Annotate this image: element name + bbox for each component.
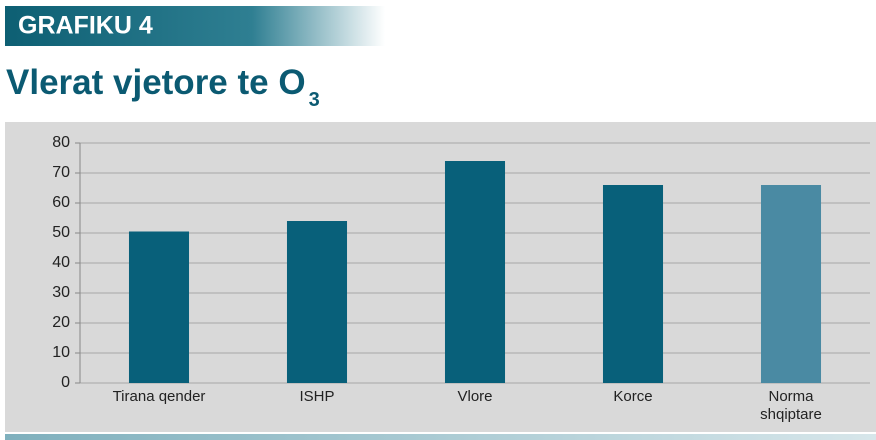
bar <box>760 185 822 383</box>
x-tick-label: Tirana qender <box>112 388 206 405</box>
y-tick-label: 70 <box>52 164 70 181</box>
y-tick-label: 30 <box>52 284 70 301</box>
y-tick-label: 10 <box>52 344 70 361</box>
y-tick-label: 80 <box>52 134 70 151</box>
y-tick-label: 40 <box>52 254 70 271</box>
footer-band <box>5 434 876 440</box>
y-tick-label: 50 <box>52 224 70 241</box>
bar <box>128 231 190 383</box>
x-tick-label: Korce <box>613 388 653 405</box>
title-subscript: 3 <box>309 89 320 111</box>
x-tick-label: ISHP <box>299 388 335 405</box>
bar <box>602 185 664 383</box>
bar <box>444 161 506 383</box>
title-main: Vlerat vjetore te O <box>6 63 306 102</box>
y-tick-label: 20 <box>52 314 70 331</box>
bar <box>286 221 348 383</box>
y-tick-label: 0 <box>61 374 70 391</box>
x-tick-label: Norma shqiptare <box>760 388 822 423</box>
y-tick-label: 60 <box>52 194 70 211</box>
header-label: GRAFIKU 4 <box>18 12 153 40</box>
x-tick-label: Vlore <box>457 388 493 405</box>
header-band <box>5 6 385 46</box>
